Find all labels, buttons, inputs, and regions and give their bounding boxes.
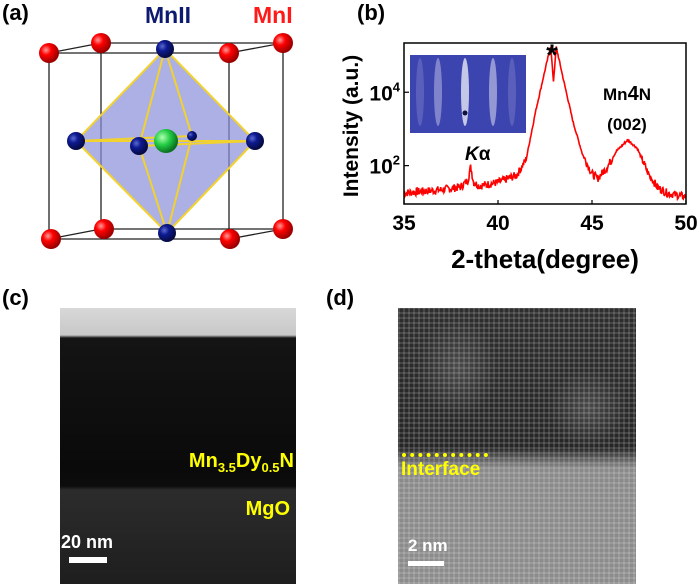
plot-frame [403,42,687,205]
annotation-002: (002) [607,115,647,134]
xrd-curve [403,46,687,202]
rheed-spot [462,110,468,116]
rheed-streak [434,58,442,126]
center-atom [154,129,178,153]
annotation-star: * [546,39,558,72]
legend-mni: MnI [253,2,293,28]
y-tick-label: 102 [369,153,400,179]
panel-a-label: (a) [2,0,29,25]
mn1-atoms [39,33,293,249]
rheed-streak [461,58,469,126]
scale-bar [408,561,444,566]
rheed-streak [416,58,424,126]
legend-mnii: MnII [145,2,191,28]
panel-c-label: (c) [2,285,29,310]
y-axis-label: Intensity (a.u.) [340,55,363,197]
panel-b-label: (b) [357,0,386,25]
scale-bar-label: 20 nm [61,532,114,552]
interface-dotted-line [402,453,488,457]
tem-image-low-mag: Mn3.5Dy0.5N MgO 20 nm [60,308,296,584]
x-tick-label: 50 [674,212,697,235]
mn2-atoms [67,40,264,242]
annotation-kalpha: Kα [465,144,491,165]
y-tick-label: 104 [369,79,400,105]
interface-label: Interface [401,459,481,480]
x-tick-label: 40 [486,212,509,235]
scale-bar [69,557,107,563]
substrate-label: MgO [245,498,290,520]
film-label: Mn3.5Dy0.5N [188,450,294,475]
panel-d-label: (d) [326,285,355,310]
x-axis-label: 2-theta(degree) [451,244,639,274]
crystal-structure [39,33,293,249]
x-tick-label: 45 [580,212,604,235]
x-tick-label: 35 [392,212,416,235]
hrtem-image: Interface 2 nm [398,308,636,584]
scale-bar-label: 2 nm [408,536,448,555]
rheed-streak [508,58,516,126]
rheed-streak [489,58,497,126]
xrd-chart: Intensity (a.u.) 2-theta(degree) 35 40 45 5… [340,39,698,274]
annotation-mn4n: Mn4N [603,83,651,105]
